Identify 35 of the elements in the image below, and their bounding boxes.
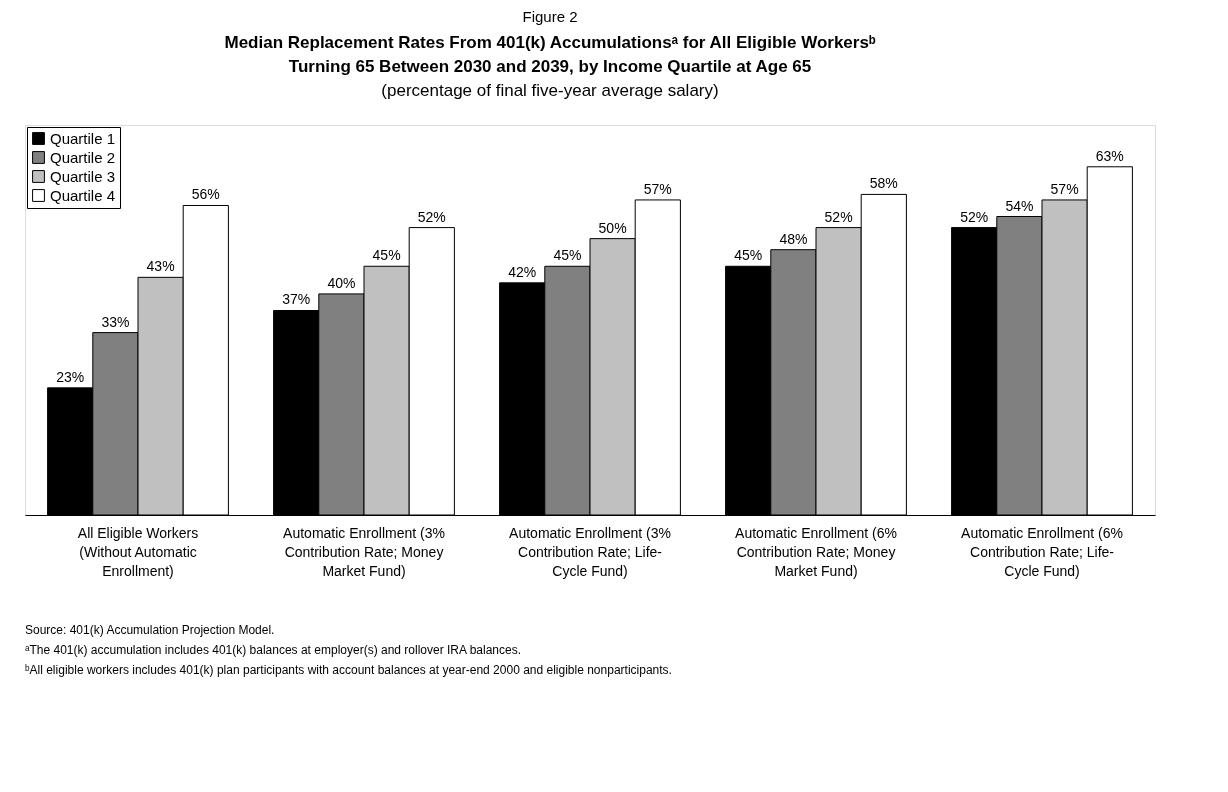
caption: Figure 2	[522, 8, 578, 25]
data-label: 45%	[734, 247, 763, 264]
data-label: 52%	[824, 208, 853, 225]
x-tick-label: Automatic Enrollment (3% Contribution Rate; Life-Cycle Fund)	[509, 525, 671, 579]
data-label: 33%	[101, 313, 130, 330]
data-label: 37%	[282, 291, 311, 308]
data-label: 23%	[56, 368, 85, 385]
text: ᵇAll eligible workers includes 401(k) plan participants with account balances at year-end 2000 and eligible nonparticipants.	[25, 663, 672, 677]
data-label: 45%	[372, 247, 401, 264]
text: ᵃThe 401(k) accumulation includes 401(k) balances at employer(s) and rollover IRA balances.	[25, 643, 522, 657]
x-tick-label: Automatic Enrollment (6% Contribution Rate; Life-Cycle Fund)	[961, 525, 1123, 579]
legend-label: Quartile 4	[50, 186, 116, 204]
legend-label: Quartile 1	[50, 129, 116, 147]
data-label: 50%	[598, 219, 627, 236]
data-label: 57%	[643, 180, 672, 197]
data-label: 45%	[553, 247, 582, 264]
data-label: 48%	[779, 230, 808, 247]
data-label: 43%	[146, 258, 175, 275]
data-label: 42%	[508, 263, 537, 280]
legend-label: Quartile 2	[50, 148, 116, 166]
data-label: 52%	[960, 208, 989, 225]
data-label: 54%	[1005, 197, 1034, 214]
source-note: Source: 401(k) Accumulation Projection Model.	[25, 623, 275, 637]
data-label: 56%	[191, 186, 220, 203]
chart-subtitle: (percentage of final five-year average salary)	[381, 81, 719, 100]
x-tick-label: All Eligible Workers (Without Automatic Enrollment)	[77, 525, 199, 579]
data-label: 58%	[869, 175, 898, 192]
x-tick-label: Automatic Enrollment (3% Contribution Rate; Money Market Fund)	[283, 525, 445, 579]
chart-title: Median Replacement Rates From 401(k) Accumulationsᵃ for All Eligible Workersᵇ Turning 65 Between 2030 and 2039, by Income Quartile at Age 65	[224, 33, 876, 76]
data-label: 57%	[1050, 180, 1079, 197]
data-label: 63%	[1095, 147, 1124, 164]
data-label: 40%	[327, 274, 356, 291]
x-tick-label: Automatic Enrollment (6% Contribution Rate; Money Market Fund)	[735, 525, 897, 579]
legend-label: Quartile 3	[50, 167, 116, 185]
data-label: 52%	[417, 208, 446, 225]
